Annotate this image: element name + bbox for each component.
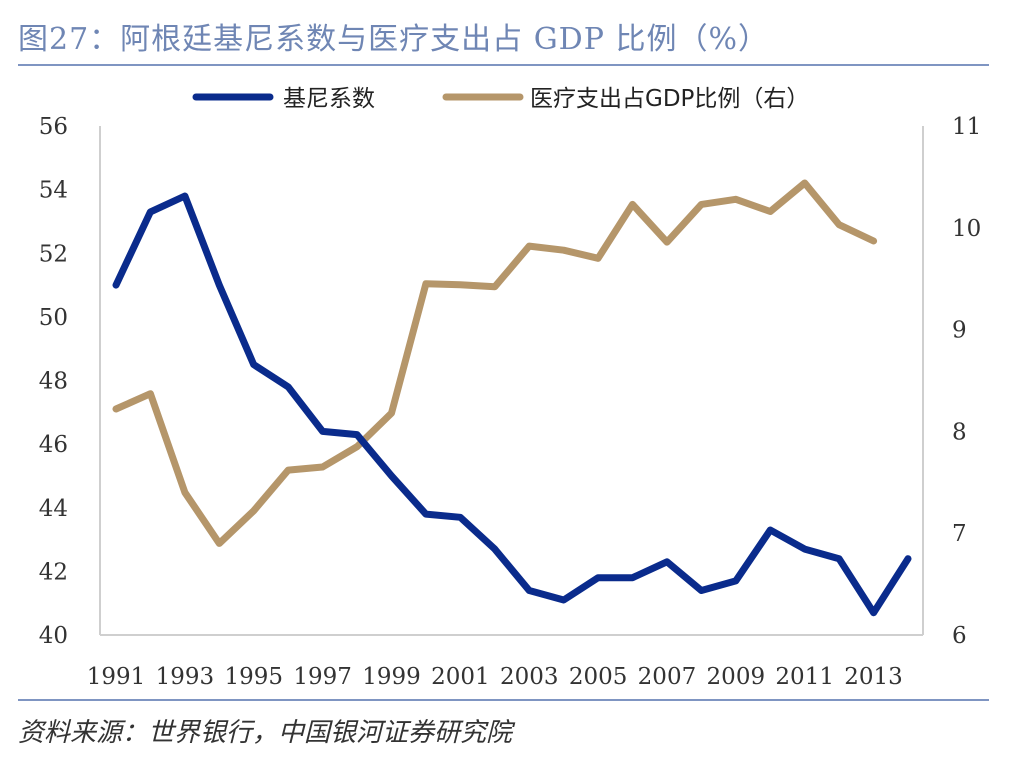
y-left-tick-label: 50	[39, 305, 68, 331]
chart-legend: 基尼系数 医疗支出占GDP比例（右）	[192, 86, 809, 112]
x-tick-label: 1993	[156, 664, 215, 690]
x-tick-label: 2007	[638, 664, 697, 690]
footer-rule	[18, 699, 989, 701]
y-left-tick-label: 54	[39, 178, 68, 204]
x-tick-label: 2009	[707, 664, 766, 690]
y-left-tick-label: 42	[39, 559, 68, 585]
y-right-tick-label: 6	[952, 623, 967, 649]
x-tick-label: 2011	[775, 664, 834, 690]
title-rule	[18, 64, 989, 66]
y-right-tick-label: 11	[952, 114, 981, 140]
figure-title: 图27：阿根廷基尼系数与医疗支出占 GDP 比例（%）	[18, 22, 769, 57]
legend-label: 基尼系数	[283, 86, 375, 112]
y-right-tick-label: 8	[952, 419, 967, 445]
x-tick-label: 1995	[224, 664, 283, 690]
gini-coefficient-line	[112, 192, 912, 617]
y-left-tick-label: 48	[39, 369, 68, 395]
y-left-tick-label: 44	[39, 496, 68, 522]
x-tick-label: 1999	[362, 664, 421, 690]
y-left-tick-label: 46	[39, 432, 68, 458]
x-tick-label: 1997	[293, 664, 352, 690]
y-right-tick-label: 9	[952, 318, 967, 344]
line-chart: 40 42 44 46 48 50 52 54 56 6 7 8 9 10 11 1991 1993 1995 19…	[39, 86, 982, 690]
x-tick-label: 1991	[87, 664, 146, 690]
x-tick-label: 2001	[431, 664, 490, 690]
x-tick-label: 2003	[500, 664, 559, 690]
y-right-tick-label: 10	[952, 216, 981, 242]
health-expenditure-line	[112, 179, 878, 547]
x-tick-label: 2005	[569, 664, 628, 690]
y-left-tick-label: 40	[39, 623, 68, 649]
y-left-tick-label: 52	[39, 241, 68, 267]
source-note: 资料来源：世界银行，中国银河证券研究院	[18, 718, 513, 748]
legend-label: 医疗支出占GDP比例（右）	[530, 86, 809, 112]
y-right-tick-label: 7	[952, 521, 967, 547]
y-left-tick-label: 56	[39, 114, 68, 140]
x-tick-label: 2013	[844, 664, 903, 690]
